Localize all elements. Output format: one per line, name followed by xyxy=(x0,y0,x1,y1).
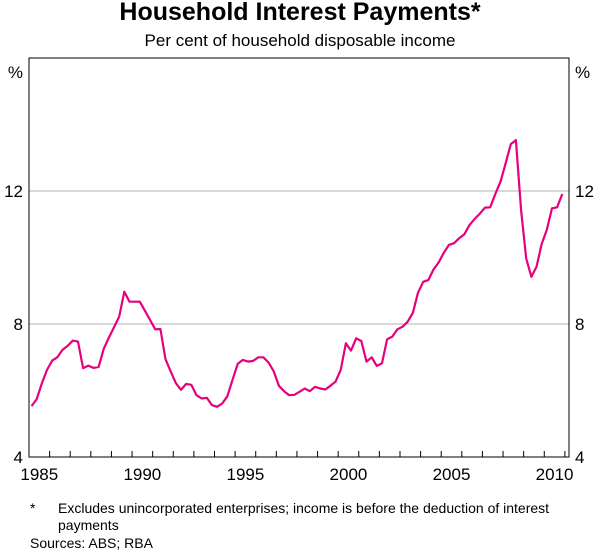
chart-title: Household Interest Payments* xyxy=(119,0,481,26)
y-tick-label-right: 4 xyxy=(575,448,584,467)
footnote-text: Excludes unincorporated enterprises; inc… xyxy=(58,500,550,533)
chart-subtitle: Per cent of household disposable income xyxy=(144,31,456,50)
plot-frame xyxy=(28,57,570,458)
x-tick-label: 2000 xyxy=(330,465,368,484)
sources-text: Sources: ABS; RBA xyxy=(30,535,153,551)
x-tick-label: 2005 xyxy=(433,465,471,484)
x-tick-label: 1995 xyxy=(226,465,264,484)
x-tick-label: 1985 xyxy=(20,465,58,484)
y-tick-label-right: 12 xyxy=(575,182,594,201)
y-tick-label-left: 4 xyxy=(14,448,23,467)
footnote-marker: * xyxy=(30,500,36,516)
x-tick-label: 1990 xyxy=(123,465,161,484)
y-tick-label-left: 8 xyxy=(14,315,23,334)
y-axis-unit-left: % xyxy=(8,63,23,82)
y-tick-label-left: 12 xyxy=(4,182,23,201)
y-axis-unit-right: % xyxy=(575,63,590,82)
data-series-line xyxy=(30,139,564,408)
x-tick-label: 2010 xyxy=(536,465,574,484)
y-tick-label-right: 8 xyxy=(575,315,584,334)
